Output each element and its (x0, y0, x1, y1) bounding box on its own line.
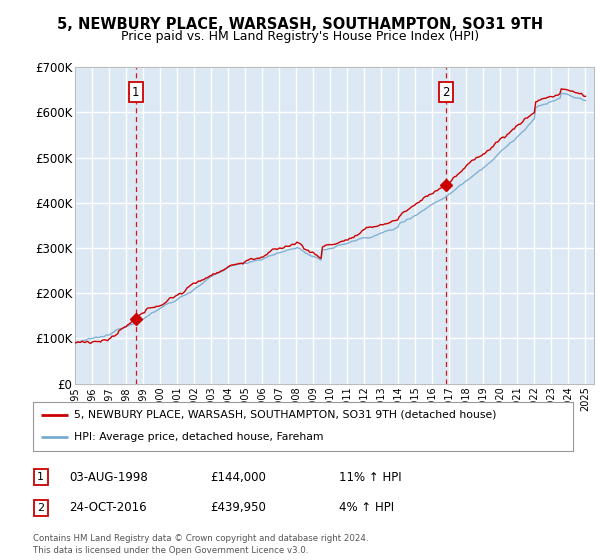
Text: Price paid vs. HM Land Registry's House Price Index (HPI): Price paid vs. HM Land Registry's House … (121, 30, 479, 44)
Text: 1: 1 (37, 472, 44, 482)
Text: 1: 1 (132, 86, 140, 99)
Text: Contains HM Land Registry data © Crown copyright and database right 2024.
This d: Contains HM Land Registry data © Crown c… (33, 534, 368, 555)
Text: 11% ↑ HPI: 11% ↑ HPI (339, 470, 401, 484)
Text: HPI: Average price, detached house, Fareham: HPI: Average price, detached house, Fare… (74, 432, 323, 442)
Text: 4% ↑ HPI: 4% ↑ HPI (339, 501, 394, 515)
Text: 03-AUG-1998: 03-AUG-1998 (69, 470, 148, 484)
Text: 2: 2 (37, 503, 44, 513)
Text: 2: 2 (442, 86, 450, 99)
Text: £439,950: £439,950 (210, 501, 266, 515)
Text: 5, NEWBURY PLACE, WARSASH, SOUTHAMPTON, SO31 9TH (detached house): 5, NEWBURY PLACE, WARSASH, SOUTHAMPTON, … (74, 410, 496, 420)
Text: 24-OCT-2016: 24-OCT-2016 (69, 501, 146, 515)
Text: 5, NEWBURY PLACE, WARSASH, SOUTHAMPTON, SO31 9TH: 5, NEWBURY PLACE, WARSASH, SOUTHAMPTON, … (57, 17, 543, 31)
Text: £144,000: £144,000 (210, 470, 266, 484)
